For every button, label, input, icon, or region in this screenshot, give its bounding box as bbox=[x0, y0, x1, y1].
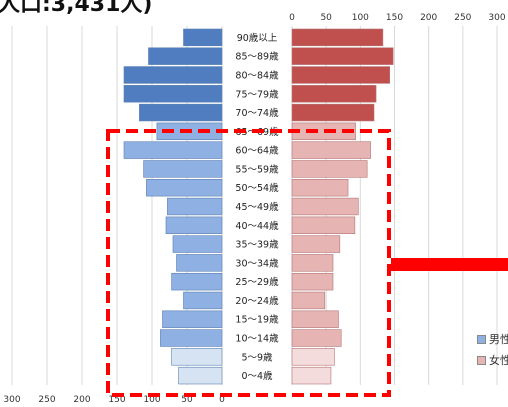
age-group-label: 0～4歳 bbox=[241, 370, 273, 382]
tick-label-bottom: 0 bbox=[219, 395, 225, 405]
tick-label-top: 300 bbox=[488, 13, 505, 23]
age-group-label: 10～14歳 bbox=[235, 333, 279, 345]
age-group-label: 45～49歳 bbox=[235, 201, 279, 213]
highlight-dashed-box bbox=[106, 129, 391, 397]
bar-female bbox=[291, 254, 334, 272]
bar-male bbox=[162, 310, 223, 328]
bar-female bbox=[291, 197, 359, 216]
bar-male bbox=[183, 28, 223, 47]
chart-title: 人口:3,431人) bbox=[0, 0, 153, 17]
legend-swatch-female bbox=[477, 355, 486, 365]
bar-male bbox=[123, 66, 223, 84]
bar-female bbox=[291, 310, 339, 328]
legend-label-female: 女性 bbox=[489, 354, 508, 367]
bar-male bbox=[176, 254, 223, 272]
bar-male bbox=[123, 85, 223, 103]
age-group-label: 60～64歳 bbox=[235, 145, 279, 157]
bar-male bbox=[148, 47, 223, 65]
age-group-label: 20～24歳 bbox=[235, 295, 279, 307]
bar-female bbox=[291, 141, 371, 159]
legend-label-male: 男性 bbox=[489, 333, 508, 346]
bar-female bbox=[291, 179, 349, 197]
bar-female bbox=[291, 291, 326, 310]
tick-label-bottom: 300 bbox=[3, 395, 20, 405]
tick-label-top: 200 bbox=[420, 13, 437, 23]
bar-female bbox=[291, 160, 368, 178]
age-group-label: 35～39歳 bbox=[235, 239, 279, 251]
tick-label-bottom: 250 bbox=[38, 395, 55, 405]
age-group-label: 5～9歳 bbox=[241, 351, 273, 363]
tick-label-top: 0 bbox=[289, 13, 295, 23]
tick-label-top: 100 bbox=[352, 13, 369, 23]
bar-male bbox=[139, 103, 223, 122]
bar-male bbox=[123, 141, 223, 159]
tick-label-bottom: 150 bbox=[108, 395, 125, 405]
age-group-label: 30～34歳 bbox=[235, 257, 279, 269]
age-group-label: 40～44歳 bbox=[235, 220, 279, 232]
bar-female bbox=[291, 272, 334, 291]
bar-male bbox=[160, 329, 223, 347]
tick-label-top: 150 bbox=[386, 13, 403, 23]
legend-item-female: 女性 bbox=[477, 352, 508, 368]
bar-female bbox=[291, 329, 342, 347]
bar-female bbox=[291, 216, 356, 234]
bar-male bbox=[171, 348, 223, 366]
bar-female bbox=[291, 348, 335, 366]
age-group-label: 85～89歳 bbox=[235, 51, 279, 63]
tick-label-top: 50 bbox=[320, 13, 332, 23]
tick-label-bottom: 200 bbox=[73, 395, 90, 405]
bar-male bbox=[146, 179, 223, 197]
bar-female bbox=[291, 28, 384, 47]
bar-male bbox=[183, 291, 223, 310]
bar-male bbox=[143, 160, 223, 178]
age-group-label: 70～74歳 bbox=[235, 107, 279, 119]
age-group-label: 90歳以上 bbox=[237, 32, 278, 44]
bar-male bbox=[172, 235, 223, 253]
age-group-label: 80～84歳 bbox=[235, 69, 279, 81]
bar-female bbox=[291, 366, 332, 385]
bar-female bbox=[291, 235, 341, 253]
age-group-label: 25～29歳 bbox=[235, 276, 279, 288]
age-group-label: 55～59歳 bbox=[235, 163, 279, 175]
bar-female bbox=[291, 85, 377, 103]
age-group-label: 75～79歳 bbox=[235, 88, 279, 100]
tick-label-top: 250 bbox=[454, 13, 471, 23]
bar-male bbox=[167, 197, 223, 216]
tick-label-bottom: 50 bbox=[181, 395, 193, 405]
bar-male bbox=[171, 272, 223, 291]
highlight-pointer-bar bbox=[391, 258, 508, 271]
bar-female bbox=[291, 47, 394, 65]
bar-male bbox=[178, 366, 223, 385]
legend-item-male: 男性 bbox=[477, 331, 508, 347]
bar-male bbox=[165, 216, 223, 234]
age-group-label: 15～19歳 bbox=[235, 314, 279, 326]
tick-label-bottom: 100 bbox=[143, 395, 160, 405]
age-group-label: 50～54歳 bbox=[235, 182, 279, 194]
legend-swatch-male bbox=[477, 334, 486, 344]
bar-female bbox=[291, 66, 391, 84]
bar-female bbox=[291, 103, 375, 122]
